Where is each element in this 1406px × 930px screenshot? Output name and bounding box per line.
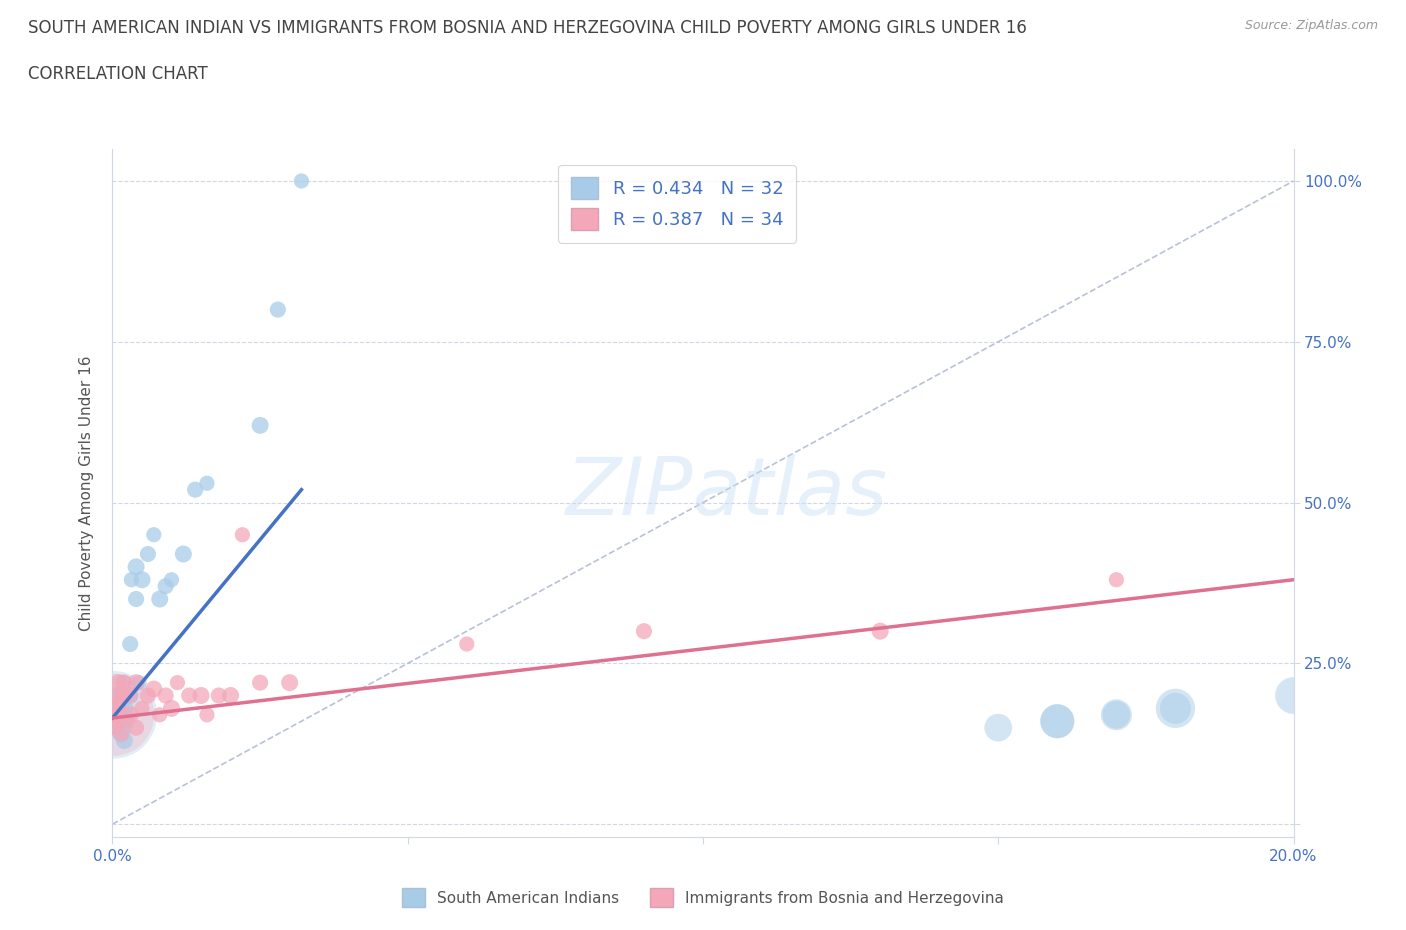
Point [128,675,150,690]
Point [112,714,135,729]
Point [1282,688,1305,703]
Point [290,174,312,189]
Point [103,701,125,716]
Point [267,302,290,317]
Point [108,726,131,741]
Point [120,688,142,703]
Point [125,591,148,606]
Text: SOUTH AMERICAN INDIAN VS IMMIGRANTS FROM BOSNIA AND HERZEGOVINA CHILD POVERTY AM: SOUTH AMERICAN INDIAN VS IMMIGRANTS FROM… [28,19,1026,36]
Point [125,675,148,690]
Point [114,701,136,716]
Point [110,726,132,741]
Point [103,714,125,729]
Point [125,720,148,735]
Point [112,733,135,748]
Point [155,688,177,703]
Point [1164,701,1187,716]
Point [1046,714,1069,729]
Point [987,720,1010,735]
Point [142,527,165,542]
Y-axis label: Child Poverty Among Girls Under 16: Child Poverty Among Girls Under 16 [79,355,94,631]
Text: Source: ZipAtlas.com: Source: ZipAtlas.com [1244,19,1378,32]
Point [131,701,153,716]
Point [142,682,165,697]
Point [155,578,177,593]
Point [136,688,159,703]
Point [107,675,129,690]
Point [105,720,128,735]
Point [136,547,159,562]
Text: CORRELATION CHART: CORRELATION CHART [28,65,208,83]
Point [1105,708,1128,723]
Point [104,720,127,735]
Point [131,572,153,587]
Point [219,688,242,703]
Point [101,708,124,723]
Point [107,714,129,729]
Point [208,688,231,703]
Point [108,695,131,710]
Point [249,418,271,432]
Point [179,688,201,703]
Point [125,560,148,575]
Point [117,714,138,729]
Point [112,688,135,703]
Point [105,714,128,729]
Point [1164,701,1187,716]
Point [1105,572,1128,587]
Text: ZIPatlas: ZIPatlas [565,454,887,532]
Point [149,591,172,606]
Point [1046,714,1069,729]
Point [104,708,127,723]
Point [160,572,183,587]
Point [249,675,271,690]
Point [120,637,142,652]
Point [107,688,129,703]
Point [103,708,125,723]
Point [231,527,253,542]
Point [107,701,129,716]
Legend: South American Indians, Immigrants from Bosnia and Herzegovina: South American Indians, Immigrants from … [396,883,1010,913]
Point [112,675,135,690]
Point [190,688,212,703]
Point [869,624,891,639]
Point [110,695,132,710]
Point [104,688,127,703]
Point [456,637,478,652]
Point [149,708,172,723]
Point [112,675,135,690]
Point [195,708,218,723]
Point [184,483,207,498]
Legend: R = 0.434   N = 32, R = 0.387   N = 34: R = 0.434 N = 32, R = 0.387 N = 34 [558,165,796,243]
Point [108,708,131,723]
Point [120,572,142,587]
Point [195,476,218,491]
Point [172,547,194,562]
Point [278,675,301,690]
Point [120,688,142,703]
Point [112,720,135,735]
Point [101,708,124,723]
Point [160,701,183,716]
Point [1105,708,1128,723]
Point [166,675,188,690]
Point [120,708,142,723]
Point [633,624,655,639]
